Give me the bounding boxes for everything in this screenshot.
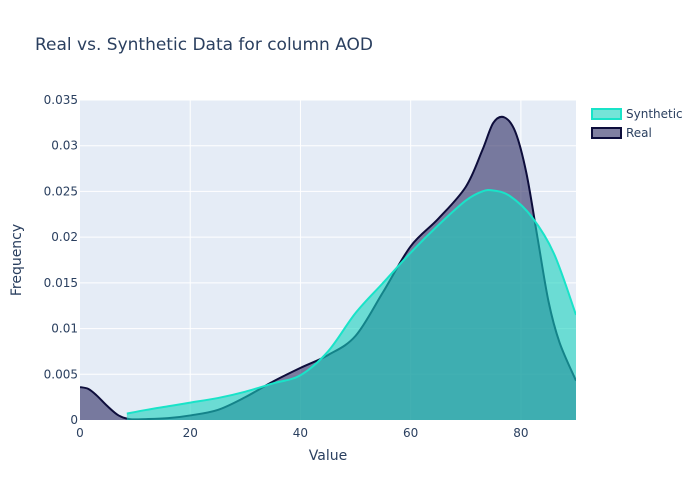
x-tick-label: 0: [76, 426, 84, 440]
series-synthetic: [126, 189, 576, 420]
x-tick-label: 20: [183, 426, 198, 440]
y-tick-label: 0.01: [51, 322, 78, 336]
y-tick-label: 0.015: [44, 276, 78, 290]
y-tick-label: 0.03: [51, 139, 78, 153]
y-tick-labels: 0 0.005 0.01 0.015 0.02 0.025 0.03 0.035: [44, 93, 78, 427]
synthetic-area: [126, 190, 576, 420]
y-tick-label: 0.005: [44, 367, 78, 381]
legend-swatch: [591, 127, 622, 139]
chart-title: Real vs. Synthetic Data for column AOD: [35, 35, 373, 55]
x-tick-label: 80: [513, 426, 528, 440]
legend: Synthetic Real: [591, 107, 683, 140]
y-tick-label: 0: [70, 413, 78, 427]
legend-label: Real: [626, 126, 652, 140]
x-axis-title: Value: [309, 448, 347, 464]
legend-swatch: [591, 108, 622, 120]
y-tick-label: 0.025: [44, 184, 78, 198]
legend-item-synthetic[interactable]: Synthetic: [591, 107, 683, 121]
x-tick-labels: 0 20 40 60 80: [76, 426, 528, 440]
legend-label: Synthetic: [626, 107, 683, 121]
y-axis-title: Frequency: [9, 224, 25, 296]
y-tick-label: 0.02: [51, 230, 78, 244]
y-tick-label: 0.035: [44, 93, 78, 107]
synthetic-line: [126, 189, 576, 415]
x-tick-label: 60: [403, 426, 418, 440]
legend-item-real[interactable]: Real: [591, 126, 652, 140]
series-layer: [80, 115, 576, 420]
x-tick-label: 40: [293, 426, 308, 440]
